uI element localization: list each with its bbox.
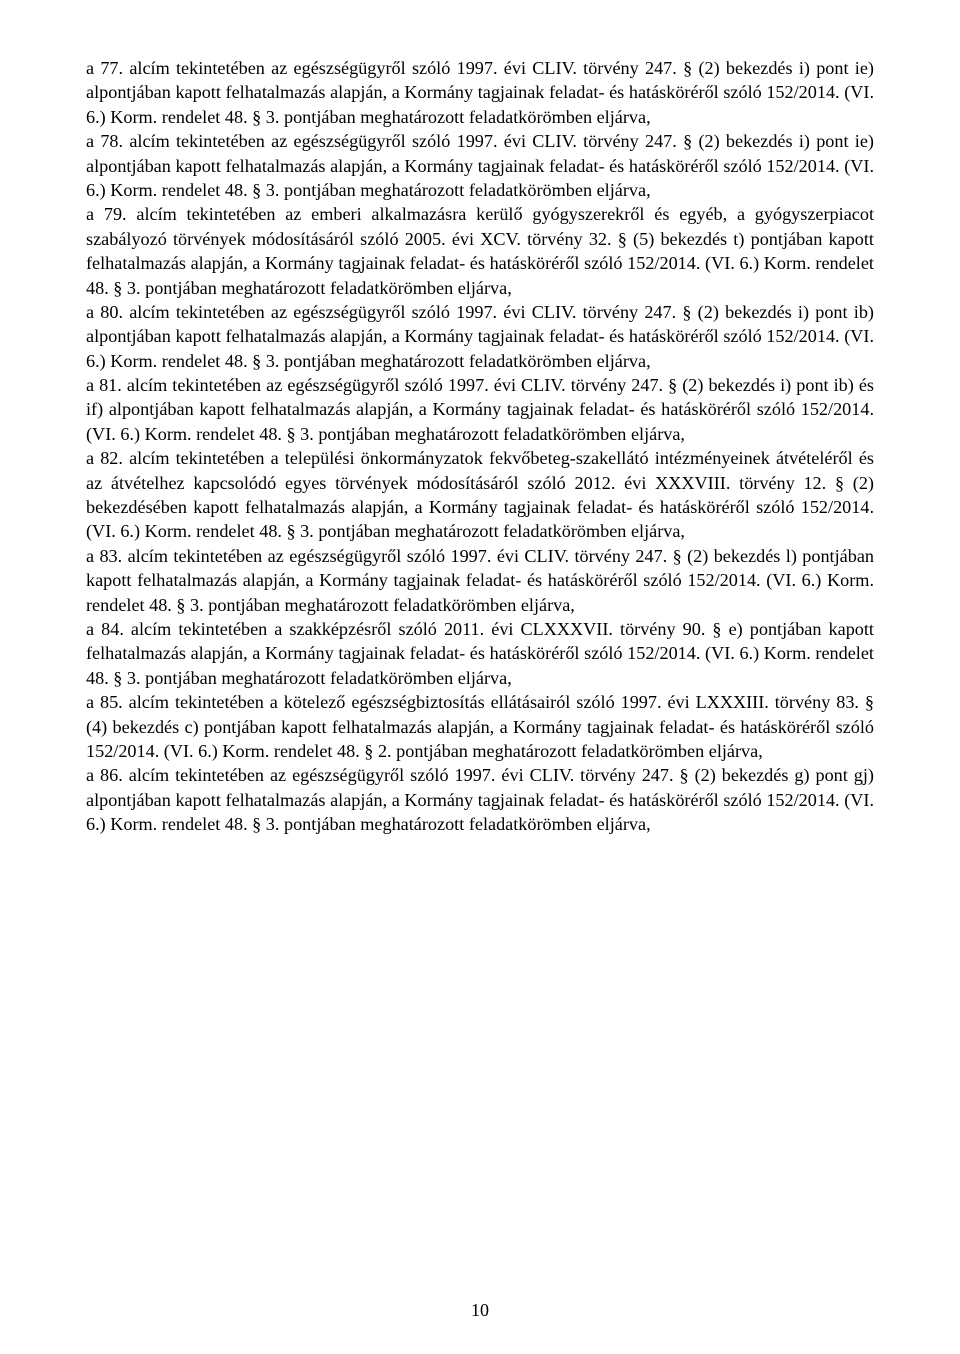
- paragraph-83: a 83. alcím tekintetében az egészségügyr…: [86, 544, 874, 617]
- page-number: 10: [0, 1298, 960, 1322]
- paragraph-79: a 79. alcím tekintetében az emberi alkal…: [86, 202, 874, 300]
- document-page: a 77. alcím tekintetében az egészségügyr…: [0, 0, 960, 1354]
- paragraph-77: a 77. alcím tekintetében az egészségügyr…: [86, 56, 874, 129]
- paragraph-78: a 78. alcím tekintetében az egészségügyr…: [86, 129, 874, 202]
- paragraph-82: a 82. alcím tekintetében a települési ön…: [86, 446, 874, 544]
- paragraph-85: a 85. alcím tekintetében a kötelező egés…: [86, 690, 874, 763]
- paragraph-86: a 86. alcím tekintetében az egészségügyr…: [86, 763, 874, 836]
- paragraph-80: a 80. alcím tekintetében az egészségügyr…: [86, 300, 874, 373]
- paragraph-84: a 84. alcím tekintetében a szakképzésről…: [86, 617, 874, 690]
- paragraph-81: a 81. alcím tekintetében az egészségügyr…: [86, 373, 874, 446]
